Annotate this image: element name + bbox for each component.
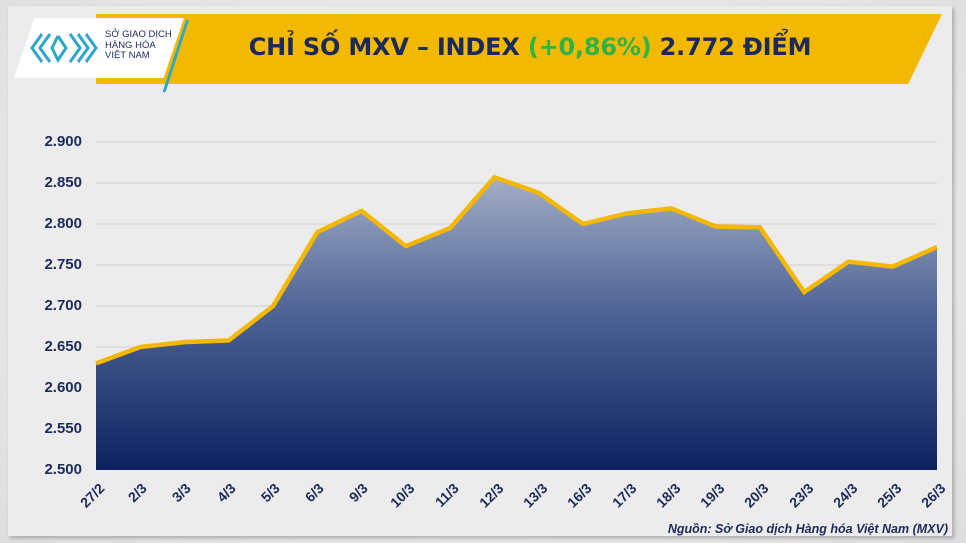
logo-line-2: HÀNG HÓA (105, 39, 156, 51)
y-tick-label: 2.550 (44, 420, 82, 437)
y-tick-label: 2.500 (44, 461, 82, 478)
logo-card (14, 18, 184, 78)
y-tick-label: 2.800 (44, 215, 82, 232)
mxv-logo-icon (30, 33, 98, 63)
y-tick-label: 2.850 (44, 174, 82, 191)
title-prefix: CHỈ SỐ MXV – INDEX (248, 33, 528, 61)
index-line (95, 174, 938, 366)
title-value: 2.772 ĐIỂM (651, 33, 812, 61)
logo-line-3: VIỆT NAM (105, 50, 150, 61)
area-fill (96, 177, 937, 471)
y-tick-label: 2.600 (44, 379, 82, 396)
title-banner (96, 14, 942, 84)
y-tick-label: 2.650 (44, 338, 82, 355)
source-note: Nguồn: Sở Giao dịch Hàng hóa Việt Nam (M… (667, 522, 948, 536)
y-tick-label: 2.900 (44, 133, 82, 150)
y-tick-label: 2.750 (44, 256, 82, 273)
logo-line-1: SỞ GIAO DỊCH (105, 29, 172, 40)
logo-text: SỞ GIAO DỊCH HÀNG HÓA VIỆT NAM (105, 29, 172, 62)
y-tick-label: 2.700 (44, 297, 82, 314)
title-change-percent: (+0,86%) (527, 33, 652, 61)
chart-title: CHỈ SỐ MXV – INDEX (+0,86%) 2.772 ĐIỂM (0, 33, 966, 61)
